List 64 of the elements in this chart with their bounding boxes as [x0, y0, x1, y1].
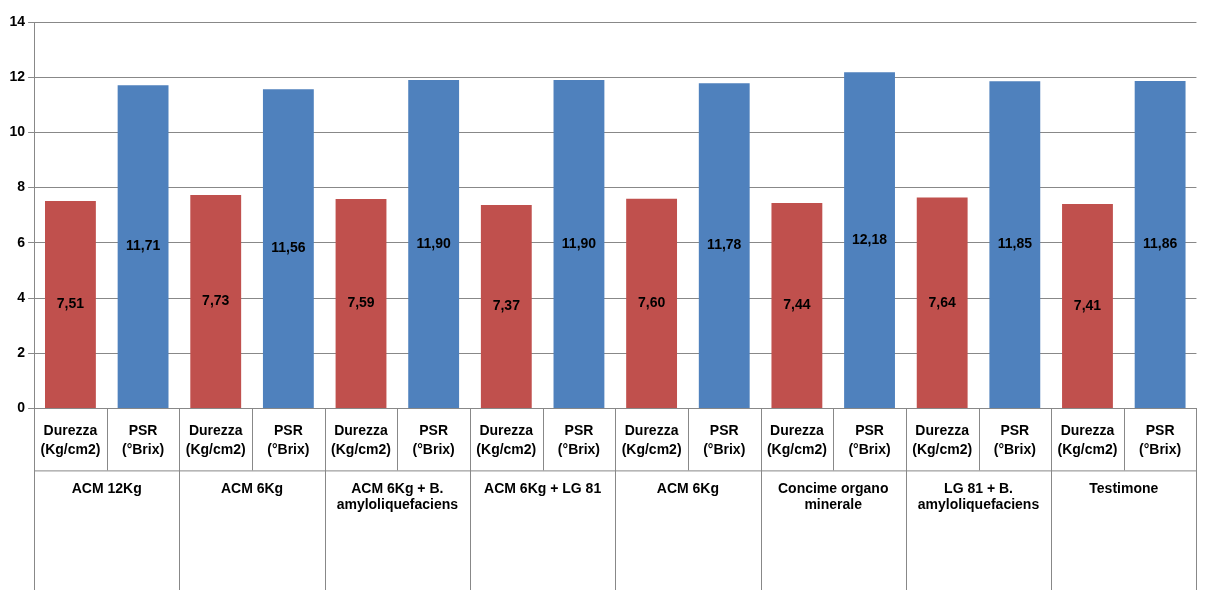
data-label: 11,85	[997, 235, 1033, 252]
text: PSR (°Brix)	[1139, 422, 1182, 458]
x-tick-label: Testimone	[1089, 479, 1159, 496]
y-tick-label: 6	[17, 233, 26, 250]
bar	[117, 85, 169, 408]
bar	[626, 198, 678, 408]
x-tick-label: ACM 6Kg + B. amyloliquefaciens	[336, 479, 459, 513]
y-tick-label: 12	[9, 68, 26, 85]
data-label: 11,78	[707, 236, 742, 253]
text: Durezza (Kg/cm2)	[331, 422, 391, 458]
data-label: 11,90	[416, 234, 451, 251]
text: Durezza (Kg/cm2)	[185, 422, 246, 458]
text: Durezza (Kg/cm2)	[1057, 422, 1118, 458]
x-tick-label: Concime organo minerale	[777, 479, 889, 513]
data-label: 11,90	[561, 234, 597, 251]
data-label: 7,51	[56, 295, 85, 312]
data-label: 11,56	[271, 239, 306, 256]
text: PSR (°Brix)	[848, 422, 891, 458]
x-tick-label: ACM 6Kg + LG 81	[484, 479, 602, 496]
data-label: 12,18	[852, 230, 888, 247]
text: PSR (°Brix)	[267, 422, 310, 458]
x-tick-label: ACM 12Kg	[71, 479, 142, 496]
bar	[844, 72, 895, 408]
series-label: PSR (°Brix)	[121, 422, 165, 458]
y-tick-label: 14	[9, 12, 26, 29]
text: PSR (°Brix)	[703, 422, 746, 458]
x-tick-label: ACM 6Kg	[656, 479, 720, 496]
data-label: 7,41	[1073, 296, 1102, 313]
y-tick-label: 2	[17, 344, 26, 361]
data-label: 7,60	[637, 294, 666, 311]
x-tick-label: LG 81 + B. amyloliquefaciens	[917, 479, 1040, 513]
bar	[335, 198, 387, 408]
bar	[916, 197, 968, 408]
bar	[262, 89, 314, 408]
bar	[1062, 203, 1113, 408]
text: Durezza (Kg/cm2)	[476, 422, 537, 458]
text: Durezza (Kg/cm2)	[40, 422, 101, 458]
text: PSR (°Brix)	[412, 422, 455, 458]
y-tick-label: 10	[9, 123, 26, 140]
data-label: 7,64	[928, 293, 957, 310]
data-label: 7,44	[783, 296, 811, 313]
bar	[408, 79, 460, 408]
bar	[45, 201, 96, 408]
y-tick-label: 0	[17, 399, 26, 416]
text: Durezza (Kg/cm2)	[912, 422, 973, 458]
bar	[771, 203, 823, 408]
text: Durezza (Kg/cm2)	[766, 422, 827, 458]
y-tick-label: 8	[17, 178, 26, 195]
bar	[480, 204, 532, 408]
data-label: 7,37	[492, 297, 521, 314]
bar	[553, 79, 605, 408]
text: PSR (°Brix)	[557, 422, 601, 458]
data-label: 11,86	[1142, 235, 1178, 252]
bar	[989, 81, 1041, 408]
text: PSR (°Brix)	[993, 422, 1036, 458]
data-label: 7,73	[202, 292, 230, 309]
data-label: 11,71	[125, 237, 161, 254]
x-tick-label: ACM 6Kg	[220, 479, 284, 496]
bar	[698, 83, 750, 408]
y-tick-label: 4	[17, 288, 26, 305]
series-label: Durezza (Kg/cm2)	[621, 422, 682, 458]
bar	[190, 195, 242, 408]
data-label: 7,59	[347, 294, 375, 311]
bar	[1134, 81, 1186, 408]
